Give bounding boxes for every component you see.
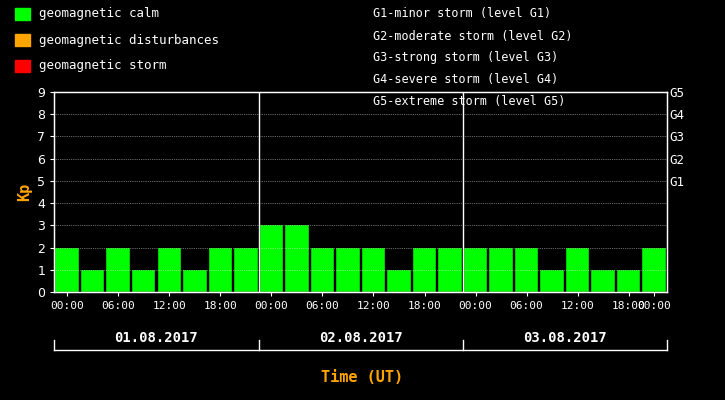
Text: 03.08.2017: 03.08.2017 — [523, 331, 607, 345]
Bar — [209, 248, 232, 292]
Bar — [387, 270, 411, 292]
Text: G1-minor storm (level G1): G1-minor storm (level G1) — [373, 8, 552, 20]
Bar — [310, 248, 334, 292]
Text: Time (UT): Time (UT) — [321, 370, 404, 386]
Bar — [464, 248, 487, 292]
Bar — [540, 270, 564, 292]
Text: geomagnetic disturbances: geomagnetic disturbances — [39, 34, 219, 46]
Bar — [132, 270, 155, 292]
Text: G4-severe storm (level G4): G4-severe storm (level G4) — [373, 74, 559, 86]
Y-axis label: Kp: Kp — [17, 183, 32, 201]
Bar — [183, 270, 207, 292]
Text: geomagnetic calm: geomagnetic calm — [39, 8, 160, 20]
Bar — [413, 248, 436, 292]
Bar — [566, 248, 589, 292]
Bar — [55, 248, 79, 292]
Bar — [336, 248, 360, 292]
Bar — [260, 225, 283, 292]
Text: 02.08.2017: 02.08.2017 — [319, 331, 402, 345]
Text: G2-moderate storm (level G2): G2-moderate storm (level G2) — [373, 30, 573, 42]
Text: geomagnetic storm: geomagnetic storm — [39, 60, 167, 72]
Bar — [642, 248, 666, 292]
Text: G3-strong storm (level G3): G3-strong storm (level G3) — [373, 52, 559, 64]
Bar — [617, 270, 640, 292]
Bar — [107, 248, 130, 292]
Bar — [157, 248, 181, 292]
Bar — [362, 248, 385, 292]
Bar — [592, 270, 615, 292]
Bar — [234, 248, 257, 292]
Bar — [515, 248, 539, 292]
Text: G5-extreme storm (level G5): G5-extreme storm (level G5) — [373, 96, 566, 108]
Bar — [439, 248, 462, 292]
Bar — [81, 270, 104, 292]
Bar — [285, 225, 309, 292]
Text: 01.08.2017: 01.08.2017 — [115, 331, 199, 345]
Bar — [489, 248, 513, 292]
